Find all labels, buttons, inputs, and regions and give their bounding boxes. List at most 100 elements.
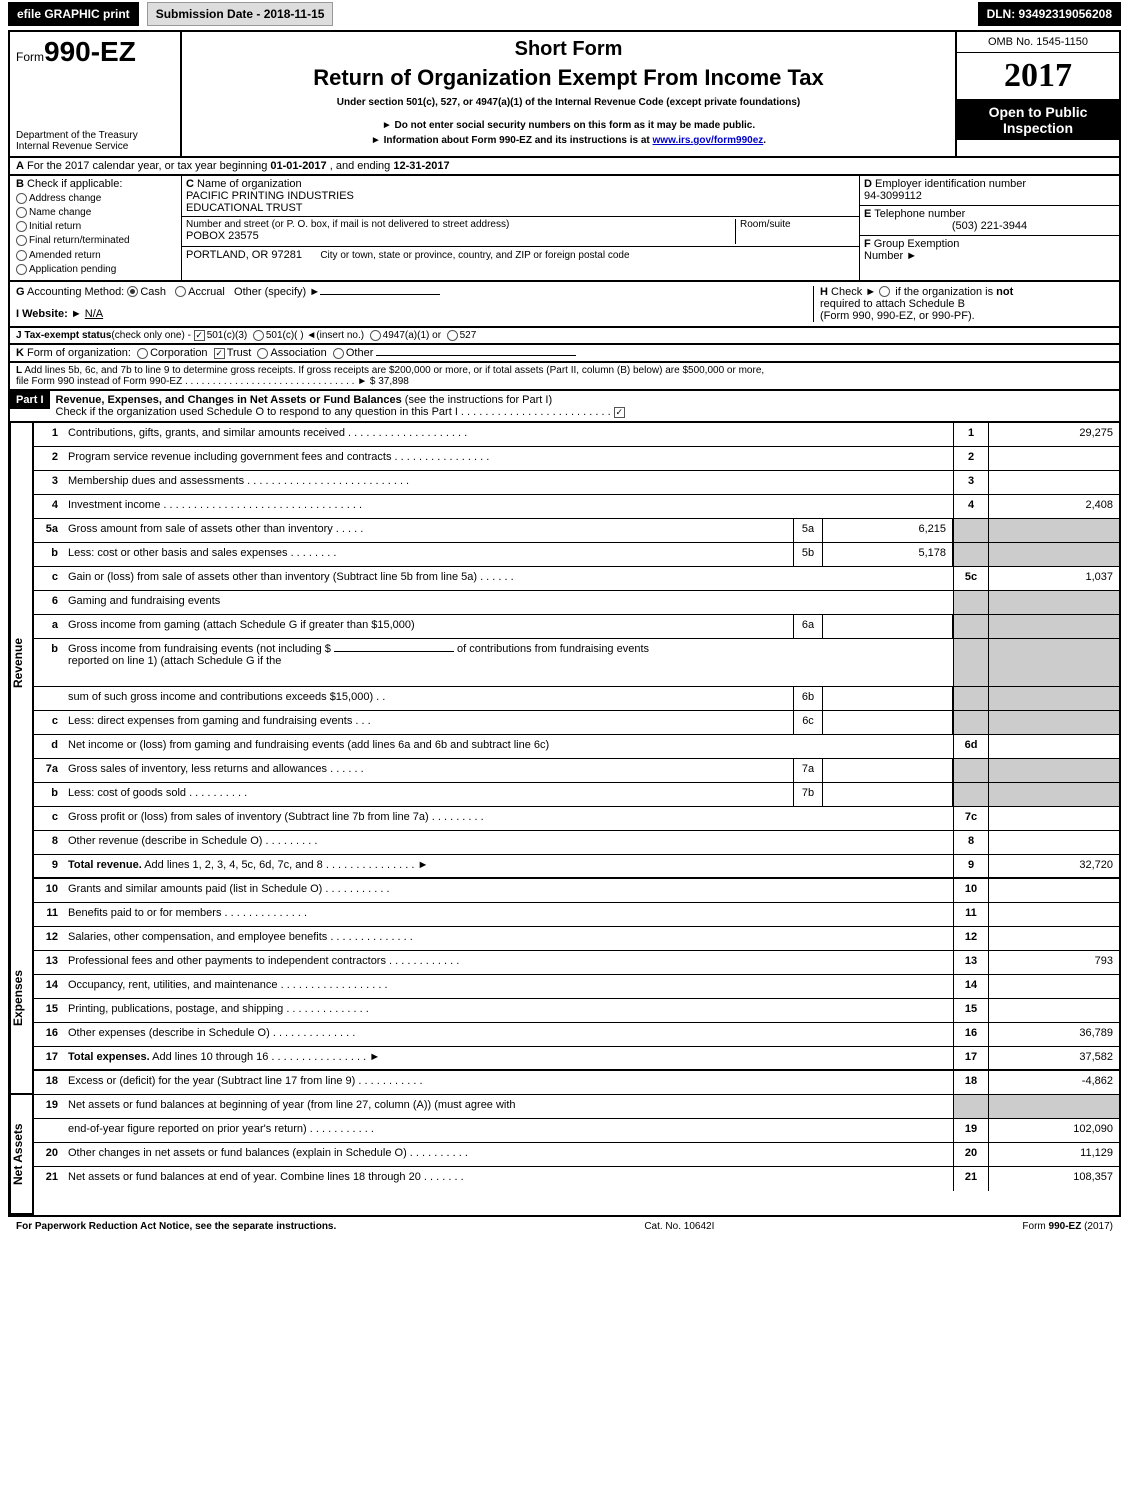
room-label: Room/suite bbox=[740, 219, 855, 230]
page-footer: For Paperwork Reduction Act Notice, see … bbox=[8, 1217, 1121, 1236]
line-7b-amt-shade bbox=[989, 783, 1119, 806]
addr-label: Number and street (or P. O. box, if mail… bbox=[186, 219, 735, 230]
line-7b-col-shade bbox=[953, 783, 989, 806]
line-15-desc: Printing, publications, postage, and shi… bbox=[64, 999, 953, 1022]
line-6b-2: sum of such gross income and contributio… bbox=[34, 687, 1119, 711]
line-15-amt bbox=[989, 999, 1119, 1022]
label-f: F bbox=[864, 238, 871, 250]
line-7b-sub: 7b bbox=[793, 783, 823, 806]
header-left: Form990-EZ Department of the Treasury In… bbox=[10, 32, 182, 156]
fundraising-amount-input[interactable] bbox=[334, 651, 454, 652]
line-11-col: 11 bbox=[953, 903, 989, 926]
line-21-no: 21 bbox=[34, 1167, 64, 1191]
line-2-amt bbox=[989, 447, 1119, 470]
line-4: 4 Investment income . . . . . . . . . . … bbox=[34, 495, 1119, 519]
form-prefix: Form bbox=[16, 50, 44, 64]
line-6b-no2 bbox=[34, 687, 64, 710]
line-18-col: 18 bbox=[953, 1071, 989, 1094]
line-19-col-shade bbox=[953, 1095, 989, 1118]
org-name-2: EDUCATIONAL TRUST bbox=[186, 202, 855, 214]
radio-association[interactable] bbox=[257, 348, 268, 359]
line-3-col: 3 bbox=[953, 471, 989, 494]
line-2: 2 Program service revenue including gove… bbox=[34, 447, 1119, 471]
header-right: OMB No. 1545-1150 2017 Open to Public In… bbox=[955, 32, 1119, 156]
line-6b-col-shade1 bbox=[953, 639, 989, 686]
line-17-no: 17 bbox=[34, 1047, 64, 1069]
line-5c-desc: Gain or (loss) from sale of assets other… bbox=[64, 567, 953, 590]
opt-4947: 4947(a)(1) or bbox=[383, 330, 441, 341]
opt-final-return[interactable]: Final return/terminated bbox=[16, 235, 175, 246]
radio-527[interactable] bbox=[447, 330, 458, 341]
omb-number: OMB No. 1545-1150 bbox=[957, 32, 1119, 53]
line-16-amt: 36,789 bbox=[989, 1023, 1119, 1046]
cbox-schedule-o[interactable] bbox=[614, 407, 625, 418]
line-4-col: 4 bbox=[953, 495, 989, 518]
line-6d-col: 6d bbox=[953, 735, 989, 758]
line-6b-no: b bbox=[34, 639, 64, 686]
opt-application-pending[interactable]: Application pending bbox=[16, 264, 175, 275]
line-11-amt bbox=[989, 903, 1119, 926]
line-21-amt: 108,357 bbox=[989, 1167, 1119, 1191]
efile-print-button[interactable]: efile GRAPHIC print bbox=[8, 2, 139, 26]
line-12: 12 Salaries, other compensation, and emp… bbox=[34, 927, 1119, 951]
radio-501c[interactable] bbox=[253, 330, 264, 341]
line-17-col: 17 bbox=[953, 1047, 989, 1069]
opt-association: Association bbox=[270, 347, 326, 359]
group-exemption-number: Number ► bbox=[864, 250, 1115, 262]
opt-name-change[interactable]: Name change bbox=[16, 207, 175, 218]
phone-value: (503) 221-3944 bbox=[864, 220, 1115, 232]
line-6d-amt bbox=[989, 735, 1119, 758]
line-5a-desc: Gross amount from sale of assets other t… bbox=[64, 519, 793, 542]
phone-label: Telephone number bbox=[874, 208, 965, 220]
line-2-desc: Program service revenue including govern… bbox=[64, 447, 953, 470]
city-label: City or town, state or province, country… bbox=[320, 250, 629, 261]
line-12-no: 12 bbox=[34, 927, 64, 950]
radio-accrual[interactable] bbox=[175, 286, 186, 297]
label-l: L bbox=[16, 365, 22, 376]
financial-table: Revenue Expenses Net Assets 1 Contributi… bbox=[8, 423, 1121, 1217]
line-4-no: 4 bbox=[34, 495, 64, 518]
line-10: 10 Grants and similar amounts paid (list… bbox=[34, 879, 1119, 903]
ein-value: 94-3099112 bbox=[864, 190, 1115, 202]
other-label: Other (specify) ► bbox=[234, 286, 320, 298]
line-10-desc: Grants and similar amounts paid (list in… bbox=[64, 879, 953, 902]
line-19-amt-shade bbox=[989, 1095, 1119, 1118]
opt-amended-return[interactable]: Amended return bbox=[16, 250, 175, 261]
opt-initial-return[interactable]: Initial return bbox=[16, 221, 175, 232]
checkbox-schedule-b[interactable] bbox=[879, 286, 890, 297]
line-7a-subamt bbox=[823, 759, 953, 782]
footer-cat-no: Cat. No. 10642I bbox=[336, 1221, 1022, 1232]
line-6a-col-shade bbox=[953, 615, 989, 638]
irs-link[interactable]: www.irs.gov/form990ez bbox=[653, 135, 764, 146]
other-specify-input[interactable] bbox=[320, 294, 440, 295]
other-org-input[interactable] bbox=[376, 355, 576, 356]
title-return: Return of Organization Exempt From Incom… bbox=[192, 65, 945, 91]
line-5c-amt: 1,037 bbox=[989, 567, 1119, 590]
opt-address-change[interactable]: Address change bbox=[16, 193, 175, 204]
radio-cash[interactable] bbox=[127, 286, 138, 297]
check-applicable: Check if applicable: bbox=[27, 178, 122, 190]
line-6b-desc: Gross income from fundraising events (no… bbox=[64, 639, 953, 686]
line-16-desc: Other expenses (describe in Schedule O) … bbox=[64, 1023, 953, 1046]
opt-trust: Trust bbox=[227, 347, 252, 359]
cbox-501c3[interactable] bbox=[194, 330, 205, 341]
line-6c-desc: Less: direct expenses from gaming and fu… bbox=[64, 711, 793, 734]
line-19-desc: Net assets or fund balances at beginning… bbox=[64, 1095, 953, 1118]
line-7a-sub: 7a bbox=[793, 759, 823, 782]
cbox-trust[interactable] bbox=[214, 348, 225, 359]
line-3-desc: Membership dues and assessments . . . . … bbox=[64, 471, 953, 494]
form-org-label: Form of organization: bbox=[27, 347, 131, 359]
line-9: 9 Total revenue. Add lines 1, 2, 3, 4, 5… bbox=[34, 855, 1119, 879]
line-17-desc: Total expenses. Add lines 10 through 16 … bbox=[64, 1047, 953, 1069]
line-16-col: 16 bbox=[953, 1023, 989, 1046]
opt-insert-no: ◄(insert no.) bbox=[306, 330, 364, 341]
accounting-method-label: Accounting Method: bbox=[27, 286, 124, 298]
label-g: G bbox=[16, 286, 25, 298]
radio-other-org[interactable] bbox=[333, 348, 344, 359]
line-6a-sub: 6a bbox=[793, 615, 823, 638]
line-5b-subamt: 5,178 bbox=[823, 543, 953, 566]
radio-corporation[interactable] bbox=[137, 348, 148, 359]
radio-4947[interactable] bbox=[370, 330, 381, 341]
label-i: I bbox=[16, 308, 19, 320]
line-2-no: 2 bbox=[34, 447, 64, 470]
